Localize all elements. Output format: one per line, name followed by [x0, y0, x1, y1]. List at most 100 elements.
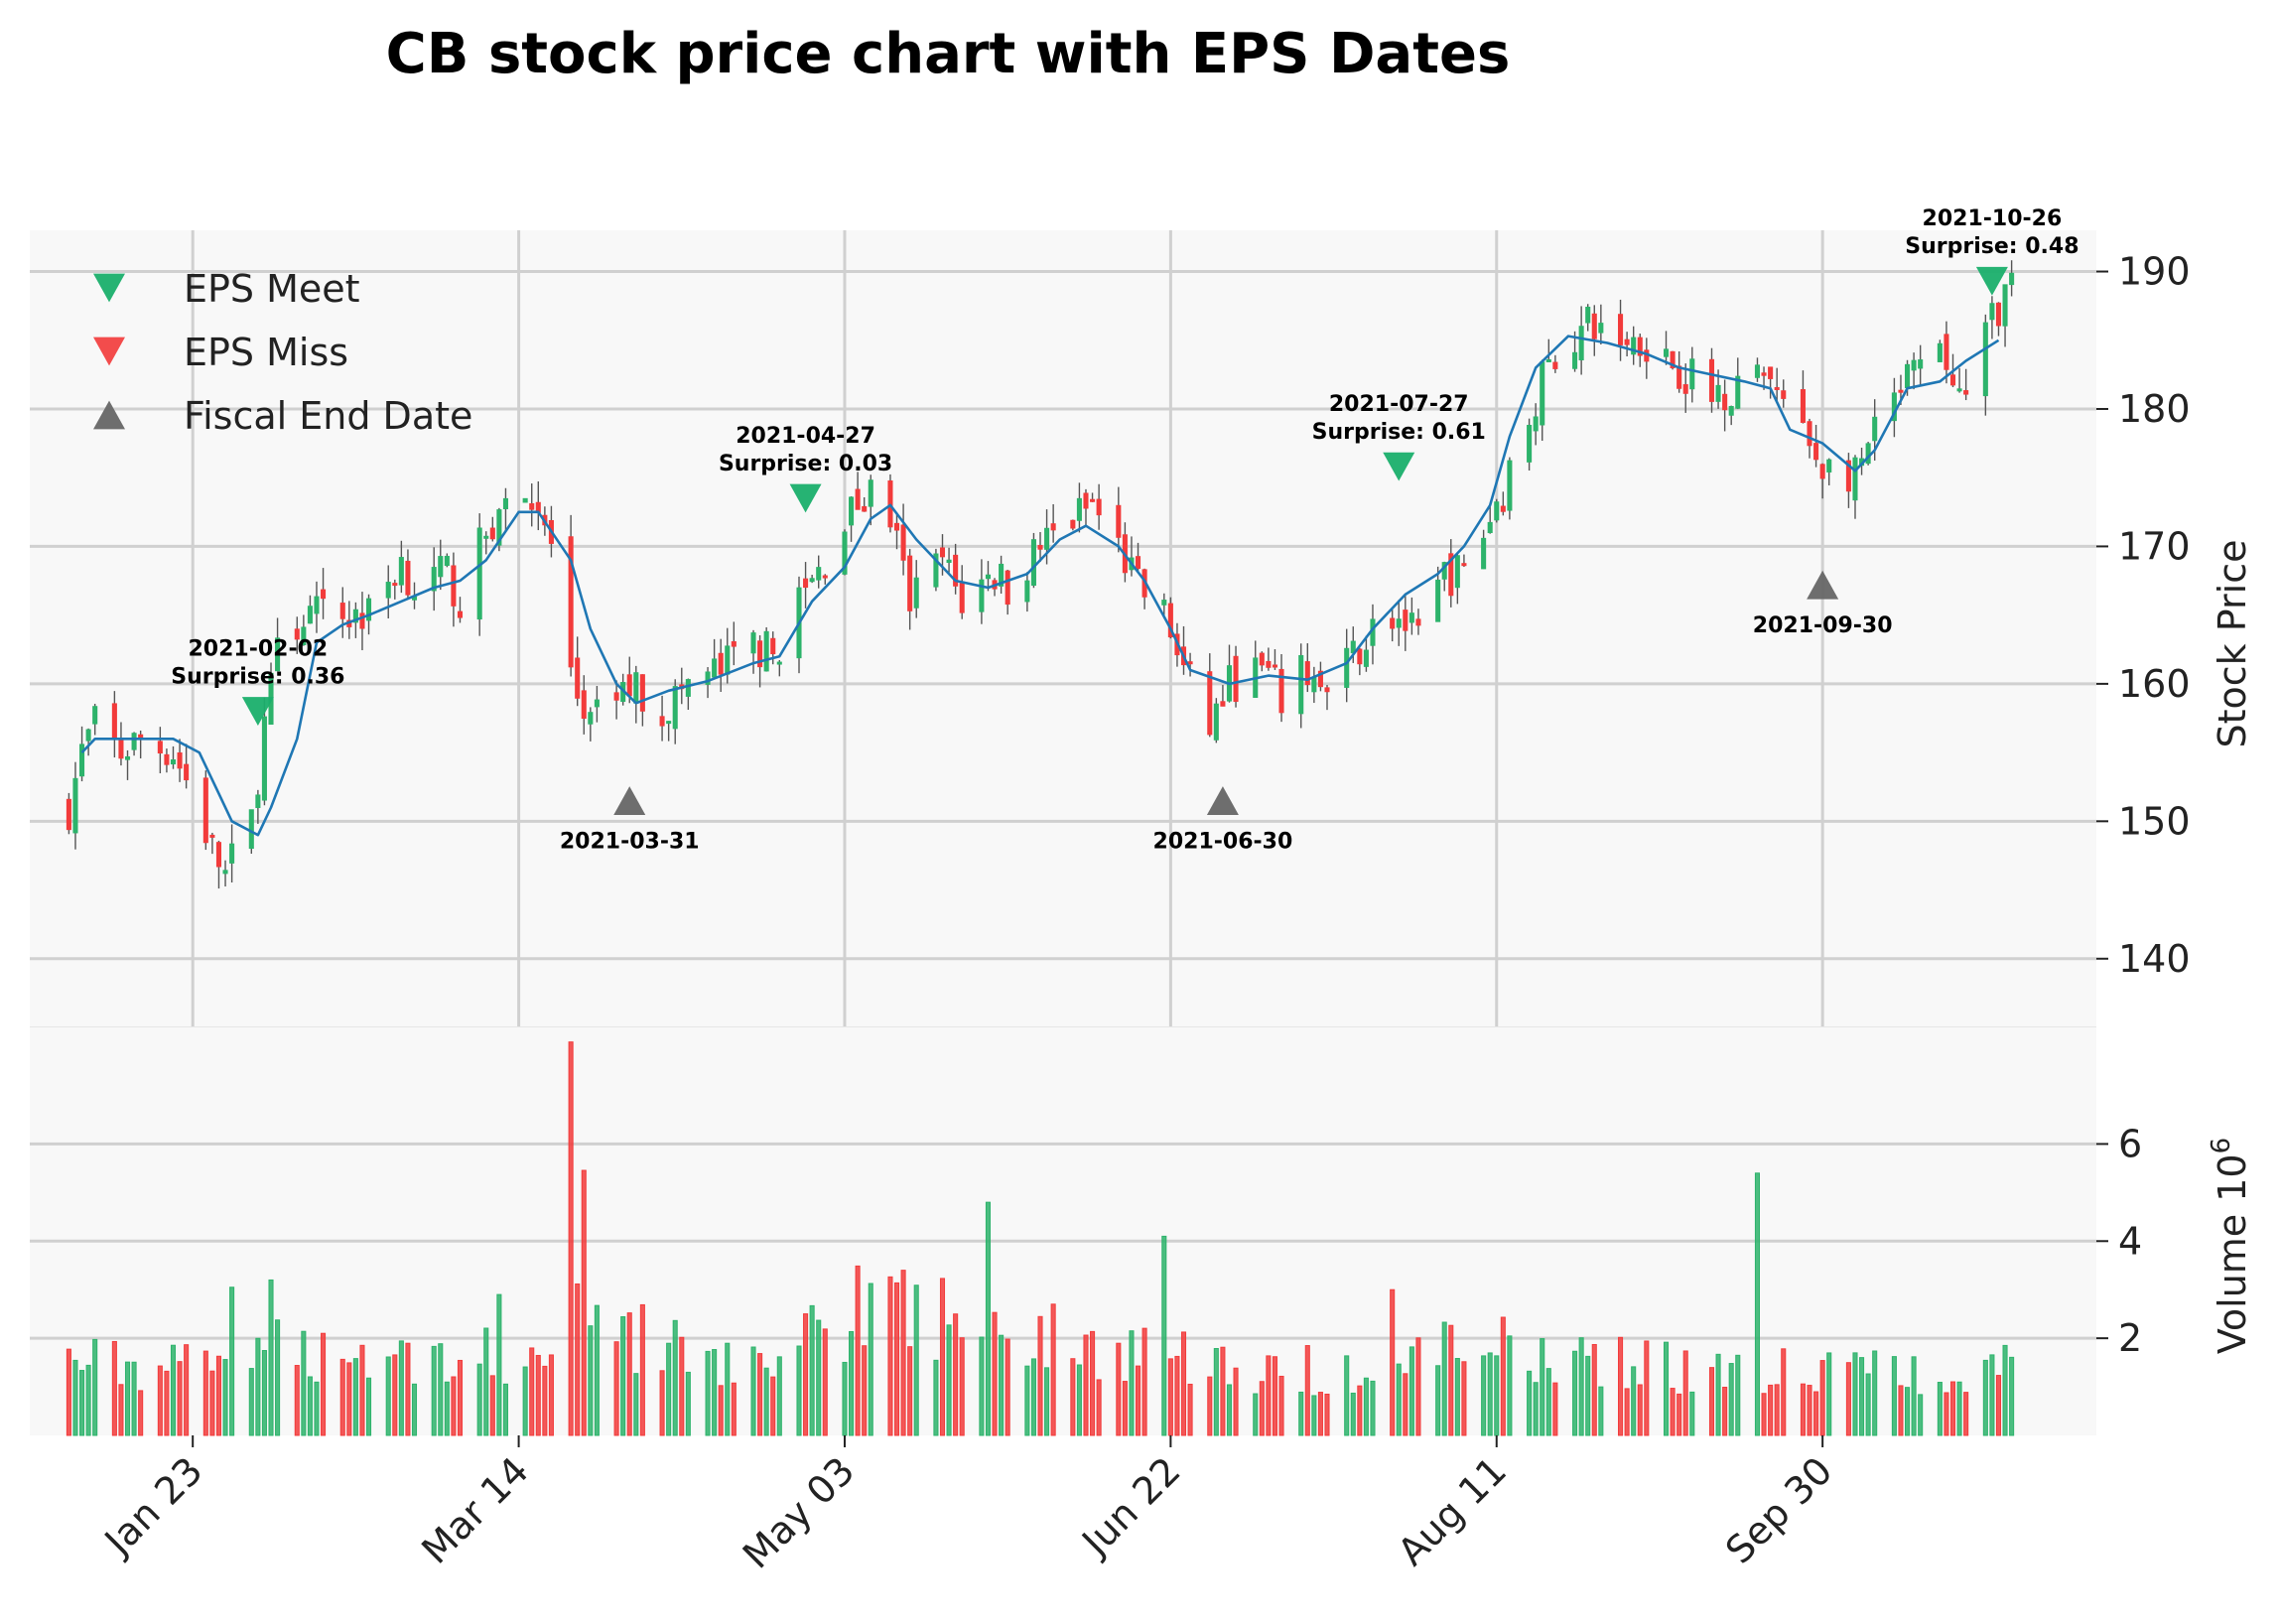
volume-bar	[365, 1377, 372, 1436]
candle-body	[275, 637, 281, 672]
candle-body	[1435, 579, 1441, 622]
volume-bar	[1272, 1356, 1277, 1436]
volume-bar	[431, 1345, 437, 1436]
volume-bar	[1963, 1392, 1969, 1436]
candle-body	[405, 560, 411, 596]
candle-body	[1845, 460, 1851, 492]
volume-bar	[1552, 1382, 1558, 1436]
volume-bar	[411, 1383, 418, 1436]
candle-body	[1527, 424, 1533, 463]
candle-body	[1311, 676, 1317, 693]
volume-bar	[1585, 1355, 1591, 1436]
volume-bar	[457, 1359, 464, 1436]
volume-bar	[1708, 1367, 1715, 1436]
candle-body	[1161, 600, 1167, 606]
candle-body	[568, 536, 574, 668]
volume-bar	[1024, 1365, 1030, 1436]
x-tick-label: Aug 11	[1390, 1448, 1515, 1573]
candle-body	[581, 690, 587, 720]
volume-bar	[822, 1328, 828, 1436]
candle-body	[124, 755, 131, 760]
volume-bar	[750, 1346, 756, 1436]
price-tick-label: 150	[2118, 799, 2191, 843]
candle-body	[1552, 361, 1558, 369]
fiscal-end-label: 2021-03-31	[560, 830, 700, 855]
volume-bar	[1637, 1384, 1643, 1436]
volume-bar	[1083, 1334, 1089, 1436]
candle-body	[1096, 498, 1102, 516]
candle-body	[893, 522, 900, 531]
volume-bar	[1037, 1315, 1043, 1436]
volume-bar	[1768, 1384, 1774, 1436]
candle-body	[1481, 537, 1487, 570]
eps-meet-marker	[789, 483, 822, 513]
candle-body	[1207, 671, 1213, 736]
eps-meet-marker	[241, 697, 274, 726]
volume-bar	[1311, 1395, 1317, 1436]
volume-bar	[164, 1370, 170, 1436]
volume-bar	[529, 1347, 535, 1436]
candle-body	[496, 509, 502, 546]
candle-body	[1911, 359, 1917, 371]
volume-bar	[620, 1315, 626, 1436]
candle-body	[1259, 652, 1265, 666]
volume-bar	[66, 1348, 71, 1436]
volume-bar	[157, 1365, 163, 1436]
eps-date-label: 2021-10-26	[1923, 206, 2063, 231]
fiscal-end-label: 2021-06-30	[1153, 830, 1293, 855]
volume-bar	[1944, 1392, 1949, 1436]
candle-body	[1904, 363, 1911, 389]
candle-body	[1944, 334, 1949, 370]
candle-body	[1768, 366, 1774, 379]
volume-bar	[1350, 1392, 1356, 1436]
volume-bar	[855, 1265, 861, 1436]
volume-bar	[1494, 1355, 1500, 1436]
volume-bar	[1500, 1316, 1506, 1436]
volume-bar	[809, 1304, 815, 1436]
candle-body	[946, 559, 952, 564]
candle-body	[803, 578, 809, 589]
candle-body	[339, 603, 345, 619]
volume-bar	[1481, 1355, 1487, 1436]
candle-body	[1982, 322, 1988, 397]
volume-bar	[1363, 1377, 1369, 1436]
volume-bar	[1090, 1330, 1096, 1436]
fiscal-end-marker	[1206, 786, 1239, 815]
volume-bar	[1545, 1368, 1551, 1436]
volume-bar	[405, 1342, 411, 1436]
candle-body	[261, 716, 267, 801]
candle-body	[502, 497, 508, 509]
volume-bar	[933, 1359, 939, 1436]
candle-body	[1070, 519, 1076, 529]
candle-body	[1272, 664, 1277, 668]
eps-annotations: 2021-02-02 Surprise: 0.36 2021-04-27 Surpri…	[171, 206, 2079, 854]
candle-body	[118, 740, 124, 759]
volume-bar	[1344, 1355, 1350, 1436]
candle-body	[1213, 703, 1219, 741]
candle-body	[1187, 661, 1193, 665]
candle-body	[626, 674, 632, 697]
candle-body	[1800, 389, 1806, 423]
candle-body	[999, 563, 1005, 587]
candle-body	[1937, 342, 1943, 362]
volume-bar	[1904, 1387, 1911, 1436]
candle-body	[1167, 603, 1173, 638]
candle-body	[1403, 609, 1408, 631]
candle-body	[1461, 563, 1467, 567]
volume-bar	[1396, 1363, 1402, 1436]
volume-bar	[959, 1337, 965, 1436]
candle-body	[725, 645, 731, 675]
volume-bar	[1253, 1393, 1259, 1436]
candle-body	[1533, 416, 1539, 432]
volume-bar	[1670, 1388, 1676, 1436]
volume-bar	[1533, 1382, 1539, 1436]
candle-body	[1135, 556, 1141, 570]
volume-bar	[1298, 1391, 1304, 1436]
candle-body	[959, 581, 965, 613]
candle-body	[763, 630, 769, 672]
volume-bar	[502, 1383, 508, 1436]
volume-bar	[385, 1356, 391, 1436]
volume-bar	[1598, 1386, 1604, 1436]
candle-body	[809, 578, 815, 583]
